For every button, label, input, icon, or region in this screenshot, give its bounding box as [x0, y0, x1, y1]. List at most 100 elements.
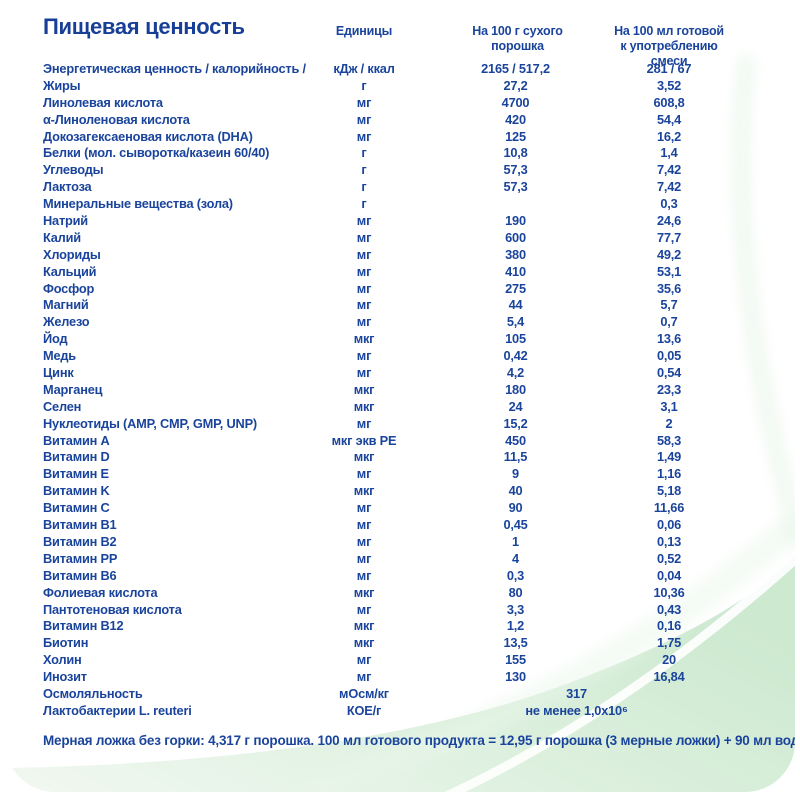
- row-value-ready: 3,1: [660, 398, 678, 414]
- table-row: Энергетическая ценность / калорийность /…: [5, 61, 795, 78]
- table-row: Минеральные вещества (зола) г 0,3: [5, 196, 795, 213]
- table-row: Витамин B6 мг 0,3 0,04: [5, 568, 795, 585]
- row-value-ready: 49,2: [656, 246, 682, 262]
- table-row: Лактоза г 57,3 7,42: [5, 179, 795, 196]
- row-value-dry: 1: [512, 533, 519, 549]
- row-value-ready: 0,7: [660, 314, 678, 330]
- row-value-dry: 125: [505, 128, 526, 144]
- column-header-ready-line1: На 100 мл готовой: [614, 24, 724, 38]
- row-unit: мг: [356, 263, 372, 279]
- row-unit: мкг: [353, 635, 375, 651]
- row-value-dry: 90: [508, 500, 523, 516]
- row-value-dry: 130: [505, 669, 526, 685]
- row-value-ready: 608,8: [653, 94, 685, 110]
- table-row: Фосфор мг 275 35,6: [5, 281, 795, 298]
- table-row: Витамин C мг 90 11,66: [5, 500, 795, 517]
- table-row: Витамин E мг 9 1,16: [5, 466, 795, 483]
- row-label: Витамин D: [43, 449, 110, 465]
- row-value-dry: 24: [508, 398, 523, 414]
- row-unit: г: [361, 162, 367, 178]
- row-label: Пантотеновая кислота: [43, 601, 182, 617]
- table-row: Калий мг 600 77,7: [5, 230, 795, 247]
- row-unit: г: [361, 77, 367, 93]
- row-label: Линолевая кислота: [43, 94, 163, 110]
- row-value-dry: 4,2: [506, 365, 525, 381]
- row-label: Фолиевая кислота: [43, 584, 158, 600]
- row-label: Марганец: [43, 381, 103, 397]
- row-value-ready: 7,42: [656, 162, 682, 178]
- row-unit: г: [361, 196, 367, 212]
- table-row: Витамин B12 мкг 1,2 0,16: [5, 618, 795, 635]
- row-label: Магний: [43, 297, 89, 313]
- row-value-ready: 0,43: [656, 601, 682, 617]
- top-right-leaf-streak: [733, 55, 795, 545]
- row-value-ready: 77,7: [656, 229, 682, 245]
- row-unit: мкг: [353, 398, 375, 414]
- row-unit: мг: [356, 94, 372, 110]
- row-value-ready: 1,49: [656, 449, 682, 465]
- table-row: Нуклеотиды (AMP, CMP, GMP, UNP) мг 15,2 …: [5, 416, 795, 433]
- row-label: Докозагексаеновая кислота (DHA): [43, 128, 253, 144]
- row-unit: мкг экв РЕ: [331, 432, 397, 448]
- row-value-ready: 54,4: [656, 111, 682, 127]
- row-unit: мг: [356, 111, 372, 127]
- row-value-dry: 155: [505, 652, 526, 668]
- nutrition-table-body: Энергетическая ценность / калорийность /…: [5, 61, 795, 720]
- row-unit: мг: [356, 517, 372, 533]
- row-label: Нуклеотиды (AMP, CMP, GMP, UNP): [43, 415, 257, 431]
- row-unit: г: [361, 145, 367, 161]
- row-unit: мг: [356, 314, 372, 330]
- row-label: Медь: [43, 348, 76, 364]
- row-value-ready: 0,04: [656, 567, 682, 583]
- row-label: Витамин E: [43, 466, 109, 482]
- row-unit: мкг: [353, 331, 375, 347]
- row-label: Углеводы: [43, 162, 104, 178]
- row-unit: мг: [356, 533, 372, 549]
- table-row: α-Линоленовая кислота мг 420 54,4: [5, 112, 795, 129]
- table-row: Витамин A мкг экв РЕ 450 58,3: [5, 433, 795, 450]
- row-value-ready: 5,18: [656, 483, 682, 499]
- table-row: Линолевая кислота мг 4700 608,8: [5, 95, 795, 112]
- row-unit: мкг: [353, 584, 375, 600]
- table-row: Железо мг 5,4 0,7: [5, 314, 795, 331]
- row-value-ready: 1,4: [660, 145, 678, 161]
- row-value-ready: 0,13: [656, 533, 682, 549]
- row-value-ready: 1,16: [656, 466, 682, 482]
- row-unit: мг: [356, 669, 372, 685]
- row-unit: мкг: [353, 483, 375, 499]
- row-value-dry: 410: [505, 263, 526, 279]
- row-label: Витамин A: [43, 432, 110, 448]
- row-value-ready: 0,3: [660, 196, 678, 212]
- nutrition-label-card: Пищевая ценность Единицы На 100 г сухого…: [5, 6, 795, 792]
- row-value-dry: 2165 / 517,2: [481, 61, 550, 76]
- column-header-ready-line2: к употреблению смеси: [620, 39, 718, 68]
- white-swoosh-line: [444, 553, 795, 792]
- row-value-dry: 0,42: [503, 348, 528, 364]
- row-unit: мкг: [353, 381, 375, 397]
- row-value-ready: 35,6: [656, 280, 682, 296]
- row-value-ready: 0,05: [656, 348, 682, 364]
- row-value-dry: 105: [505, 331, 526, 347]
- row-unit: мг: [356, 415, 372, 431]
- row-label: Натрий: [43, 213, 88, 229]
- background-swoosh-graphic: [5, 55, 795, 792]
- row-value-ready: 53,1: [656, 263, 682, 279]
- row-value-ready: 23,3: [656, 381, 682, 397]
- row-value-span: 317: [566, 685, 587, 701]
- row-unit: КОЕ/г: [346, 702, 382, 718]
- row-value-dry: [423, 196, 608, 213]
- row-unit: мг: [356, 348, 372, 364]
- table-row: Витамин D мкг 11,5 1,49: [5, 449, 795, 466]
- row-label: Осмоляльность: [43, 685, 143, 701]
- column-header-dry-line2: порошка: [491, 39, 544, 53]
- row-value-ready: 0,16: [656, 618, 682, 634]
- row-label: Кальций: [43, 263, 97, 279]
- row-label: Биотин: [43, 635, 89, 651]
- table-row: Белки (мол. сыворотка/казеин 60/40) г 10…: [5, 145, 795, 162]
- row-label: Калий: [43, 229, 81, 245]
- row-unit: кДж / ккал: [333, 61, 395, 76]
- row-value-dry: 1,2: [506, 618, 525, 634]
- row-label: Йод: [43, 331, 68, 347]
- row-label: Селен: [43, 398, 82, 414]
- row-value-ready: 281 / 67: [646, 61, 692, 76]
